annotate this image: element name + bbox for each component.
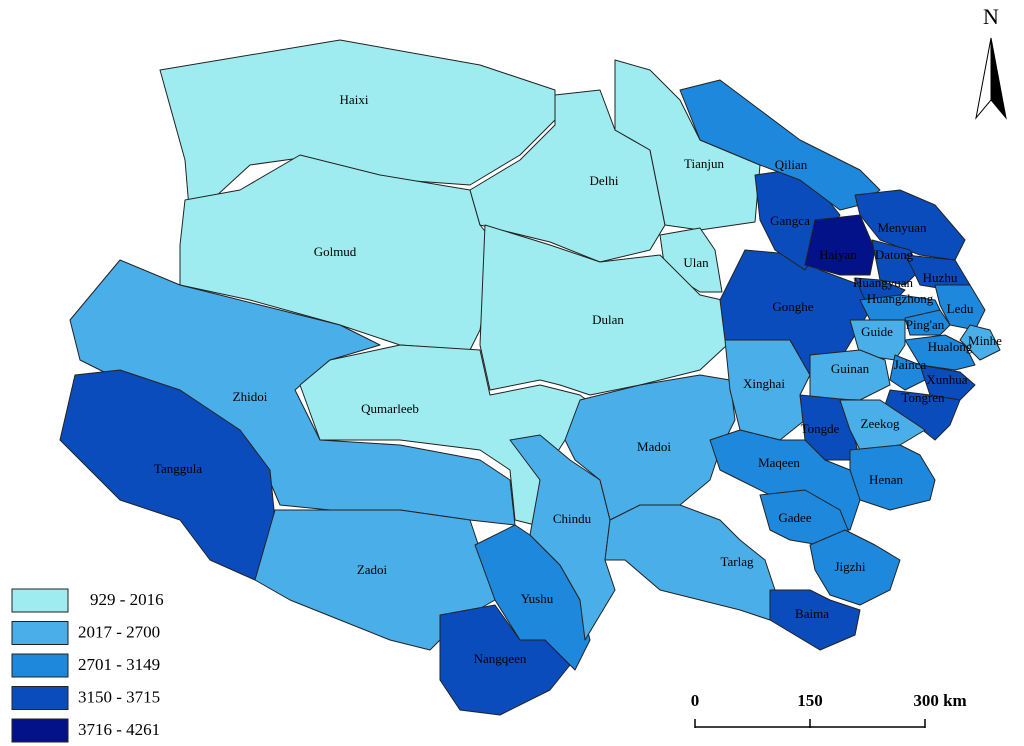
region-label: Golmud — [314, 244, 357, 259]
region — [904, 309, 951, 336]
region-label: Gangca — [770, 213, 810, 228]
region — [564, 374, 736, 521]
region-label: Xinghai — [743, 376, 785, 391]
legend-label: 2701 - 3149 — [78, 655, 160, 674]
region — [439, 604, 571, 716]
region-label: Tongde — [801, 421, 840, 436]
region-label: Madoi — [637, 439, 671, 454]
region-label: Ledu — [947, 301, 974, 316]
region — [871, 239, 921, 286]
region-label: Zeekog — [861, 416, 900, 431]
regions — [59, 39, 1001, 716]
region-labels: Haixi Golmud Delhi Tianjun Ulan Dulan Zhidoi Qu… — [154, 92, 1002, 666]
scale-label: 150 — [797, 691, 823, 710]
north-arrow-left — [975, 37, 992, 120]
region-label: Gadee — [778, 510, 811, 525]
region-label: Yushu — [521, 591, 554, 606]
region-label: Tanggula — [154, 461, 202, 476]
region-label: Tongren — [901, 390, 945, 405]
region-label: Datong — [875, 247, 914, 262]
legend-label: 3150 - 3715 — [78, 687, 160, 706]
scale-bar: 0 150 300 km — [691, 691, 967, 728]
region — [849, 319, 906, 361]
region-label: Huangzhong — [867, 291, 934, 306]
legend-swatch — [11, 588, 69, 613]
region-label: Haixi — [340, 92, 369, 107]
region — [614, 59, 761, 231]
region — [474, 524, 591, 671]
legend-label: 3716 - 4261 — [78, 720, 160, 739]
region-label: Minhe — [968, 333, 1002, 348]
legend-swatch — [11, 686, 69, 710]
legend-label: 2017 - 2700 — [78, 622, 160, 641]
region-label: Zhidoi — [233, 389, 268, 404]
region — [839, 399, 926, 451]
north-label: N — [983, 4, 999, 29]
region-label: Haiyan — [819, 247, 857, 262]
region-label: Xunhua — [926, 372, 967, 387]
region — [959, 324, 1001, 361]
region-label: Delhi — [590, 173, 619, 188]
region-label: Guinan — [831, 361, 870, 376]
region-label: Jigzhi — [834, 559, 865, 574]
region-label: Hualong — [928, 339, 973, 354]
region-label: Huzhu — [923, 270, 958, 285]
region — [769, 589, 861, 651]
region-label: Henan — [869, 472, 903, 487]
region-label: Ping'an — [906, 317, 945, 332]
region — [804, 214, 876, 276]
region — [809, 529, 901, 606]
scale-label: 300 km — [913, 691, 966, 710]
region-label: Nangqeen — [474, 651, 527, 666]
legend-swatch — [11, 718, 69, 743]
region-label: Guide — [861, 324, 893, 339]
region-label: Chindu — [553, 511, 592, 526]
scale-label: 0 — [691, 691, 700, 710]
region-label: Dulan — [592, 312, 624, 327]
legend-swatch — [11, 621, 69, 645]
region — [509, 434, 616, 641]
legend-swatch — [11, 653, 69, 678]
region-label: Maqeen — [758, 455, 800, 470]
region-label: Baima — [795, 606, 829, 621]
north-arrow-right — [990, 37, 1007, 120]
region-label: Menyuan — [877, 220, 927, 235]
legend: 929 - 2016 2017 - 2700 2701 - 3149 3150 - 3… — [11, 588, 164, 743]
region-label: Qilian — [775, 157, 808, 172]
region-label: Tianjun — [684, 156, 724, 171]
region — [889, 354, 926, 391]
region-label: Qumarleeb — [361, 401, 419, 416]
region-label: Gonghe — [772, 299, 813, 314]
region-label: Huangyuan — [853, 275, 913, 290]
region — [479, 224, 728, 396]
region — [919, 364, 976, 401]
region-label: Tarlag — [720, 554, 754, 569]
legend-label: 929 - 2016 — [90, 590, 164, 609]
region-label: Zadoi — [357, 562, 388, 577]
region-label: Ulan — [683, 255, 709, 270]
region-label: Jainca — [894, 357, 927, 372]
north-arrow: N — [975, 4, 1007, 120]
